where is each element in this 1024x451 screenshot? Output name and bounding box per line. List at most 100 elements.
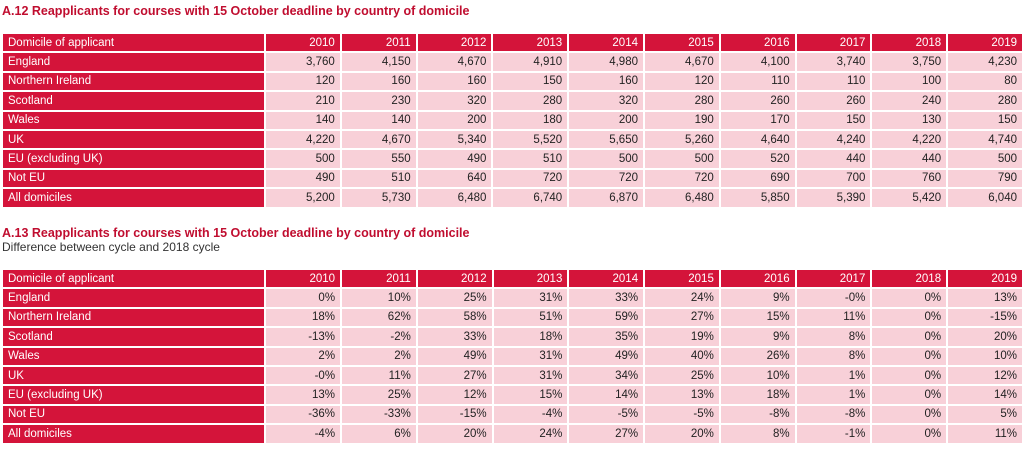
table-cell: 550 — [341, 150, 416, 168]
row-label: Not EU — [3, 405, 265, 424]
column-header-year: 2016 — [720, 270, 795, 288]
table-cell: 15% — [720, 308, 795, 327]
table-row: EU (excluding UK) 500 550 490 510 500 500 520 44… — [3, 150, 1022, 168]
column-header-year: 2018 — [872, 34, 947, 52]
table-cell: 510 — [493, 150, 568, 168]
table-row: Scotland 210 230 320 280 320 280 260 260 240 280 — [3, 92, 1022, 110]
table-cell: 490 — [266, 169, 340, 188]
table-cell: 0% — [872, 328, 947, 346]
table-cell: 4,100 — [720, 53, 795, 71]
table-cell: 0% — [872, 386, 947, 404]
table-cell: 2% — [266, 347, 341, 365]
table-cell: 520 — [720, 150, 795, 168]
table-cell: 20% — [948, 328, 1022, 346]
table-cell: 500 — [948, 150, 1022, 168]
table-cell: -5% — [569, 405, 644, 424]
row-label: UK — [3, 366, 265, 385]
table-cell: 80 — [948, 72, 1022, 91]
table-header: Domicile of applicant 2010 2011 2012 2013 201… — [3, 34, 1022, 52]
table-cell: 15% — [493, 386, 568, 404]
table-cell: 24% — [493, 425, 568, 443]
row-label: England — [3, 289, 265, 307]
table-cell: 6,040 — [948, 189, 1022, 207]
row-label: Scotland — [3, 328, 265, 346]
table-cell: 140 — [266, 111, 340, 129]
table-cell: 4,670 — [417, 53, 492, 71]
header-row: Domicile of applicant 2010 2011 2012 2013 201… — [3, 270, 1022, 288]
table-cell: 26% — [720, 347, 795, 365]
table-cell: 8% — [796, 347, 871, 365]
table-cell: -0% — [796, 289, 871, 307]
table-cell: 25% — [417, 289, 492, 307]
table-cell: 0% — [872, 347, 947, 365]
row-label: Scotland — [3, 92, 265, 110]
row-label: All domiciles — [3, 425, 265, 443]
table-cell: 40% — [645, 347, 719, 365]
table-cell: 210 — [266, 92, 340, 110]
table-cell: 180 — [493, 111, 568, 129]
table-row: England 0% 10% 25% 31% 33% 24% 9% -0% 0% 13% — [3, 289, 1022, 307]
table-cell: 690 — [720, 169, 795, 188]
table-cell: 19% — [645, 328, 719, 346]
table-cell: 720 — [569, 169, 643, 188]
table-cell: 4,150 — [341, 53, 416, 71]
table-a12-title: A.12 Reapplicants for courses with 15 Oc… — [2, 4, 470, 18]
table-cell: 280 — [645, 92, 719, 110]
table-cell: -36% — [266, 405, 341, 424]
table-cell: 12% — [417, 386, 492, 404]
row-label: England — [3, 53, 265, 71]
table-row: Not EU -36% -33% -15% -4% -5% -5% -8% -8% 0% 5% — [3, 405, 1022, 424]
table-row: All domiciles -4% 6% 20% 24% 27% 20% 8% -1% 0% 11% — [3, 425, 1022, 443]
table-cell: 230 — [341, 92, 416, 110]
table-cell: 320 — [569, 92, 643, 110]
table-cell: -33% — [342, 405, 416, 424]
column-header-year: 2017 — [796, 34, 871, 52]
table-cell: 130 — [872, 111, 947, 129]
table-cell: -13% — [266, 328, 341, 346]
column-header-year: 2018 — [872, 270, 947, 288]
row-label: EU (excluding UK) — [3, 386, 265, 404]
column-header-year: 2016 — [720, 34, 795, 52]
table-cell: 11% — [342, 366, 416, 385]
column-header-year: 2015 — [645, 34, 719, 52]
table-row: UK 4,220 4,670 5,340 5,520 5,650 5,260 4,640 4,2… — [3, 130, 1022, 149]
table-row: Wales 2% 2% 49% 31% 49% 40% 26% 8% 0% 10% — [3, 347, 1022, 365]
table-cell: -8% — [796, 405, 871, 424]
column-header-year: 2012 — [417, 34, 492, 52]
table-a13-subtitle: Difference between cycle and 2018 cycle — [2, 240, 220, 254]
table-row: England 3,760 4,150 4,670 4,910 4,980 4,670 4,1… — [3, 53, 1022, 71]
table-cell: 5,420 — [872, 189, 947, 207]
table-cell: 13% — [948, 289, 1022, 307]
table-cell: 0% — [872, 366, 947, 385]
table-row: Northern Ireland 18% 62% 58% 51% 59% 27% 15% 11%… — [3, 308, 1022, 327]
table-cell: 6,870 — [569, 189, 643, 207]
table-body: England 3,760 4,150 4,670 4,910 4,980 4,670 4,1… — [3, 53, 1022, 207]
table-cell: 31% — [493, 347, 568, 365]
column-header-year: 2010 — [266, 34, 340, 52]
table-cell: 760 — [872, 169, 947, 188]
table-cell: 25% — [645, 366, 719, 385]
column-header-year: 2019 — [948, 34, 1022, 52]
column-header-year: 2017 — [796, 270, 871, 288]
table-cell: 5,850 — [720, 189, 795, 207]
table-cell: 3,750 — [872, 53, 947, 71]
table-cell: 5,260 — [645, 130, 719, 149]
table-cell: 110 — [796, 72, 871, 91]
column-header-domicile: Domicile of applicant — [3, 270, 265, 288]
column-header-year: 2013 — [493, 34, 568, 52]
table-cell: 58% — [417, 308, 492, 327]
table-cell: 500 — [569, 150, 643, 168]
table-cell: 260 — [796, 92, 871, 110]
table-cell: 500 — [266, 150, 340, 168]
table-cell: 5% — [948, 405, 1022, 424]
table-cell: 18% — [493, 328, 568, 346]
table-cell: 640 — [417, 169, 492, 188]
table-cell: 27% — [569, 425, 644, 443]
table-cell: 3,740 — [796, 53, 871, 71]
table-cell: 8% — [720, 425, 795, 443]
table-cell: 4,220 — [266, 130, 340, 149]
table-cell: 5,730 — [341, 189, 416, 207]
table-cell: -8% — [720, 405, 795, 424]
table-cell: 4,980 — [569, 53, 643, 71]
table-body: England 0% 10% 25% 31% 33% 24% 9% -0% 0% 13% Northe… — [3, 289, 1022, 443]
